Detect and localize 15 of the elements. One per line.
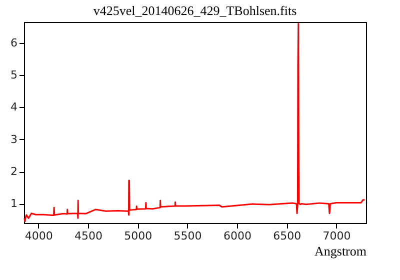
- x-tick-label: 4500: [74, 230, 103, 242]
- x-tick-label: 4000: [24, 230, 53, 242]
- y-tick-label: 6: [10, 36, 18, 50]
- x-tick-label: 7000: [322, 230, 351, 242]
- x-tick-label: 6000: [223, 230, 252, 242]
- x-tick-label: 5000: [124, 230, 152, 242]
- x-axis-title: Angstrom: [314, 244, 366, 258]
- x-tick-label: 6500: [273, 230, 302, 242]
- y-tick-label: 1: [10, 197, 18, 210]
- y-tick-label: 2: [10, 165, 18, 178]
- y-tick-label: 3: [10, 132, 18, 146]
- chart-title: v425vel_20140626_429_TBohlsen.fits: [93, 3, 297, 18]
- x-tick-label: 5500: [174, 230, 202, 242]
- y-tick-label: 4: [10, 100, 18, 114]
- y-tick-label: 5: [10, 68, 18, 82]
